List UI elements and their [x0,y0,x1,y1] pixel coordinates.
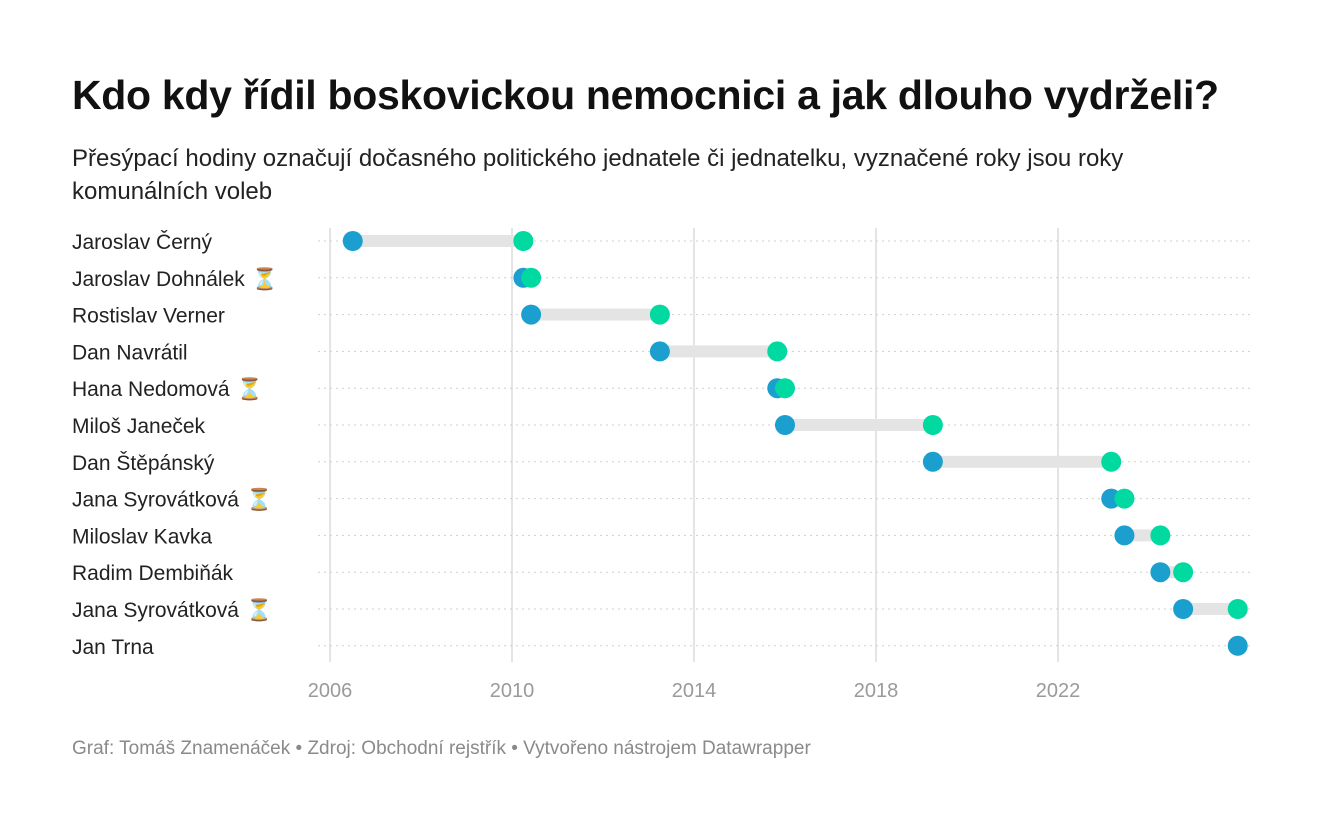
row-label: Rostislav Verner [72,305,225,328]
start-dot [1227,635,1248,656]
end-dot [649,304,670,325]
end-dot [513,231,534,251]
end-dot [1150,525,1171,546]
range-bar [659,345,778,358]
row-name: Rostislav Verner [72,305,225,328]
x-tick-label: 2014 [672,680,717,702]
start-dot [922,451,943,472]
row-label: Hana Nedomová ⏳ [72,376,263,401]
end-dot [521,267,542,288]
start-dot [521,304,542,325]
row-label: Miloš Janeček [72,415,206,438]
hourglass-icon: ⏳ [237,376,263,401]
row-name: Jan Trna [72,636,154,659]
start-dot [1150,562,1171,583]
hourglass-icon: ⏳ [246,487,272,512]
row-label: Jana Syrovátková ⏳ [72,487,272,512]
chart-subtitle: Přesýpací hodiny označují dočasného poli… [72,145,1124,205]
row-label: Miloslav Kavka [72,525,212,548]
row-name: Hana Nedomová [72,378,230,401]
row-label: Dan Navrátil [72,341,188,364]
end-dot [1227,599,1248,619]
x-tick-label: 2006 [308,680,353,702]
end-dot [922,415,943,435]
hourglass-icon: ⏳ [246,597,272,622]
start-dot [649,341,670,362]
end-dot [1114,488,1135,509]
row-name: Dan Navrátil [72,341,188,364]
hourglass-icon: ⏳ [252,266,278,291]
row-name: Jana Syrovátková [72,599,239,622]
chart-title: Kdo kdy řídil boskovickou nemocnici a ja… [72,72,1219,118]
row-label: Radim Dembiňák [72,562,234,585]
row-name: Jaroslav Černý [72,231,213,254]
row-name: Jana Syrovátková [72,489,239,512]
x-tick-label: 2010 [490,680,535,702]
row-name: Jaroslav Dohnálek [72,268,245,291]
row-name: Dan Štěpánský [72,452,215,475]
range-bar [531,308,660,321]
end-dot [1101,451,1122,472]
end-dot [1173,562,1194,583]
start-dot [1114,525,1135,546]
x-tick-label: 2022 [1036,680,1081,702]
row-label: Jana Syrovátková ⏳ [72,597,272,622]
row-name: Miloš Janeček [72,415,206,438]
end-dot [767,341,788,362]
range-bar [932,455,1112,468]
chart-footer: Graf: Tomáš Znamenáček • Zdroj: Obchodní… [72,738,811,759]
row-name: Miloslav Kavka [72,525,212,548]
row-label: Dan Štěpánský [72,452,215,475]
start-dot [342,231,363,251]
row-label: Jan Trna [72,636,154,659]
range-bar [1183,603,1238,615]
row-name: Radim Dembiňák [72,562,234,585]
start-dot [1173,599,1194,619]
range-bar [352,235,524,247]
row-label: Jaroslav Dohnálek ⏳ [72,266,278,291]
range-bar [785,419,933,431]
end-dot [775,378,795,399]
x-tick-label: 2018 [854,680,899,702]
row-label: Jaroslav Černý [72,231,213,254]
start-dot [775,415,795,435]
